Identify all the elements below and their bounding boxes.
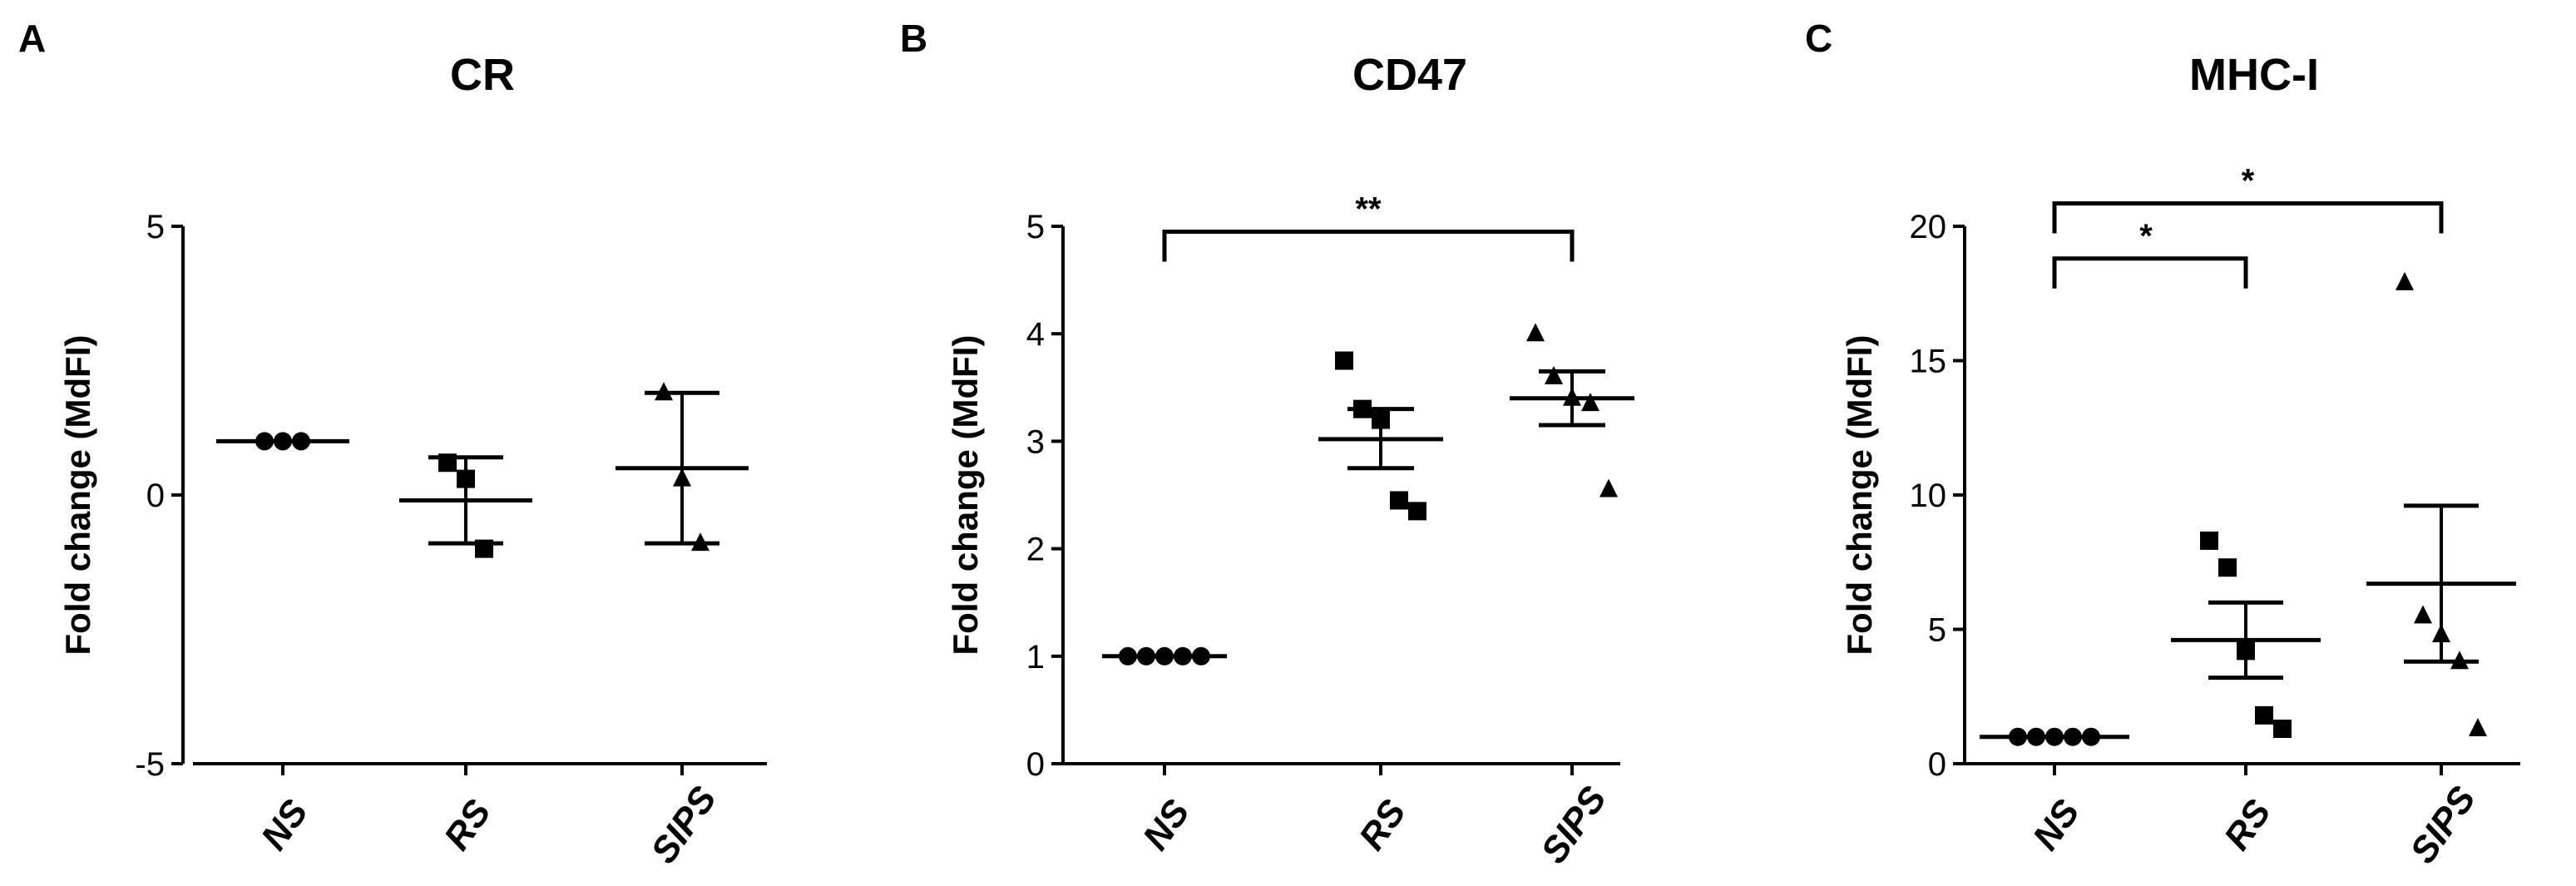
panel-letter: B xyxy=(900,17,927,60)
significance-label: ** xyxy=(1355,191,1382,227)
y-tick-label: 4 xyxy=(1026,316,1045,353)
chart-title: MHC-I xyxy=(2189,50,2319,100)
data-point xyxy=(2218,558,2237,577)
panel-letter: C xyxy=(1805,17,1832,60)
y-tick-label: 5 xyxy=(1928,612,1946,649)
significance-bracket xyxy=(1162,229,1575,262)
y-tick-label: -5 xyxy=(135,746,165,783)
x-tick-label: NS xyxy=(2025,793,2088,858)
data-point xyxy=(2469,718,2487,737)
y-tick-label: 5 xyxy=(1026,209,1045,245)
y-axis-label: Fold change (MdFI) xyxy=(1840,335,1879,656)
data-point xyxy=(1545,365,1563,384)
data-point xyxy=(1390,491,1408,510)
x-tick-label: RS xyxy=(2217,793,2279,858)
y-tick-label: 1 xyxy=(1026,639,1045,676)
data-point xyxy=(2414,605,2432,624)
data-point xyxy=(2200,531,2218,550)
data-point xyxy=(1526,323,1545,342)
significance-bracket xyxy=(2052,201,2444,234)
panel-B: B CD47 0 1 2 3 4 5 Fold change (MdFI) NS RS SIPS ** xyxy=(900,17,1634,871)
y-axis-label: Fold change (MdFI) xyxy=(946,335,985,656)
x-tick-label: RS xyxy=(1352,793,1414,858)
y-tick-label: 5 xyxy=(146,209,165,245)
y-tick-label: 20 xyxy=(1910,209,1947,245)
chart-title: CD47 xyxy=(1352,50,1467,100)
panel-letter: A xyxy=(18,17,46,60)
significance-label: * xyxy=(2242,163,2255,200)
y-tick-label: 2 xyxy=(1026,532,1045,568)
x-tick-label: SIPS xyxy=(643,780,724,871)
y-tick-label: 15 xyxy=(1910,344,1947,380)
data-point xyxy=(1408,502,1426,521)
data-point xyxy=(1599,478,1618,497)
y-tick-label: 0 xyxy=(1928,746,1946,783)
data-point xyxy=(2255,705,2273,725)
data-point xyxy=(2273,720,2292,739)
panel-C: C MHC-I 0 5 10 15 20 Fold change (MdFI) NS RS SIPS… xyxy=(1805,17,2520,871)
panel-A: A CR -5 0 5 Fold change (MdFI) NS RS SIPS xyxy=(18,17,767,871)
chart-title: CR xyxy=(450,50,515,100)
data-point xyxy=(1581,393,1599,412)
x-tick-label: SIPS xyxy=(1533,780,1614,871)
data-point xyxy=(2396,271,2414,290)
x-tick-label: RS xyxy=(437,793,499,858)
x-tick-label: NS xyxy=(1135,793,1198,858)
y-tick-label: 10 xyxy=(1910,478,1947,514)
data-point xyxy=(1335,351,1353,370)
significance-label: * xyxy=(2139,218,2153,255)
x-tick-label: NS xyxy=(254,793,316,858)
y-tick-label: 0 xyxy=(1026,746,1045,783)
y-tick-label: 3 xyxy=(1026,423,1045,460)
x-tick-label: SIPS xyxy=(2402,780,2484,871)
y-axis-label: Fold change (MdFI) xyxy=(58,335,97,656)
significance-bracket xyxy=(2052,256,2248,289)
y-tick-label: 0 xyxy=(146,478,165,514)
